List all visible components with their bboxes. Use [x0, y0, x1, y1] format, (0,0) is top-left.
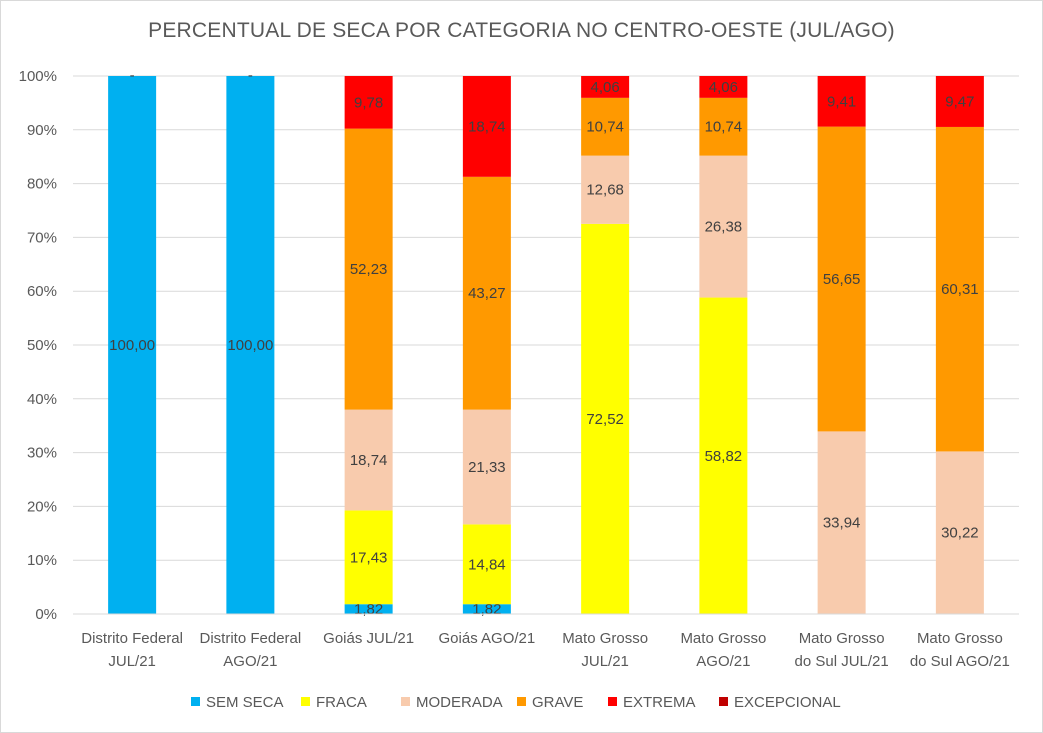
legend-swatch: [719, 697, 728, 706]
data-label: 52,23: [350, 261, 388, 278]
legend-swatch: [191, 697, 200, 706]
legend-label: GRAVE: [532, 694, 583, 711]
data-label: 100,00: [227, 337, 273, 354]
bar-segment: [344, 409, 393, 511]
data-label: 21,33: [468, 459, 506, 476]
data-label: 12,68: [586, 182, 624, 199]
y-tick-label: 90%: [27, 122, 57, 139]
legend-label: EXTREMA: [623, 694, 696, 711]
bar-segment: [462, 409, 511, 525]
bar-segment: [699, 155, 748, 298]
data-label: -: [248, 67, 253, 84]
data-label: 60,31: [941, 281, 979, 298]
legend-label: FRACA: [316, 694, 367, 711]
legend-label: MODERADA: [416, 694, 503, 711]
chart-title: PERCENTUAL DE SECA POR CATEGORIA NO CENT…: [148, 19, 895, 42]
legend-swatch: [401, 697, 410, 706]
y-tick-label: 10%: [27, 552, 57, 569]
y-tick-label: 30%: [27, 445, 57, 462]
bar-segment: [344, 128, 393, 410]
bar-segment: [581, 97, 630, 156]
data-label: 33,94: [823, 515, 861, 532]
data-label: 58,82: [705, 448, 743, 465]
x-tick-label: AGO/21: [223, 653, 277, 670]
y-tick-label: 50%: [27, 337, 57, 354]
data-label: 9,41: [827, 93, 856, 110]
bar-segment: [581, 223, 630, 614]
bar-segment: [462, 176, 511, 410]
x-tick-label: AGO/21: [696, 653, 750, 670]
bar-segment: [226, 76, 275, 614]
bar-segment: [935, 76, 984, 127]
x-tick-label: do Sul JUL/21: [795, 653, 889, 670]
bar-segment: [817, 76, 866, 127]
bar-segment: [935, 451, 984, 614]
y-tick-label: 80%: [27, 176, 57, 193]
data-label: 18,74: [468, 118, 506, 135]
x-tick-label: do Sul AGO/21: [910, 653, 1010, 670]
legend-label: SEM SECA: [206, 694, 284, 711]
bar-segment: [462, 524, 511, 605]
data-label: 4,06: [591, 79, 620, 96]
data-label: 10,74: [586, 119, 624, 136]
y-tick-label: 70%: [27, 229, 57, 246]
data-label: 18,74: [350, 452, 388, 469]
bar-segment: [344, 76, 393, 129]
x-tick-label: Goiás AGO/21: [439, 630, 536, 647]
y-tick-label: 20%: [27, 498, 57, 515]
x-tick-label: JUL/21: [581, 653, 629, 670]
data-label: 100,00: [109, 337, 155, 354]
x-tick-label: Mato Grosso: [680, 630, 766, 647]
legend-swatch: [517, 697, 526, 706]
bar-segment: [108, 76, 157, 614]
x-tick-label: Mato Grosso: [799, 630, 885, 647]
bar-segment: [581, 155, 630, 224]
x-tick-label: Mato Grosso: [917, 630, 1003, 647]
data-label: 10,74: [705, 119, 743, 136]
bar-segment: [344, 510, 393, 605]
x-tick-label: Distrito Federal: [81, 630, 183, 647]
x-tick-label: Goiás JUL/21: [323, 630, 414, 647]
y-tick-label: 40%: [27, 391, 57, 408]
data-label: 17,43: [350, 549, 388, 566]
bar-segment: [935, 126, 984, 452]
legend-label: EXCEPCIONAL: [734, 694, 841, 711]
x-tick-label: Distrito Federal: [200, 630, 302, 647]
bar-segment: [699, 297, 748, 614]
data-label: 43,27: [468, 285, 506, 302]
bar-segment: [699, 97, 748, 156]
y-tick-label: 0%: [35, 606, 57, 623]
data-label: 4,06: [709, 79, 738, 96]
legend-swatch: [608, 697, 617, 706]
bar-segment: [462, 76, 511, 177]
data-label: -: [130, 67, 135, 84]
bar-segment: [344, 604, 393, 614]
data-label: 14,84: [468, 556, 506, 573]
bar-segment: [699, 76, 748, 98]
legend-swatch: [301, 697, 310, 706]
y-tick-label: 100%: [19, 68, 57, 85]
data-label: 9,47: [945, 93, 974, 110]
bar-segment: [581, 76, 630, 98]
data-label: 56,65: [823, 271, 861, 288]
y-tick-label: 60%: [27, 283, 57, 300]
data-label: 9,78: [354, 94, 383, 111]
data-label: 72,52: [586, 411, 624, 428]
data-label: 30,22: [941, 525, 979, 542]
x-tick-label: JUL/21: [108, 653, 156, 670]
bar-segment: [817, 126, 866, 432]
x-tick-label: Mato Grosso: [562, 630, 648, 647]
bar-segment: [462, 604, 511, 614]
bar-segment: [817, 431, 866, 614]
data-label: 26,38: [705, 219, 743, 236]
